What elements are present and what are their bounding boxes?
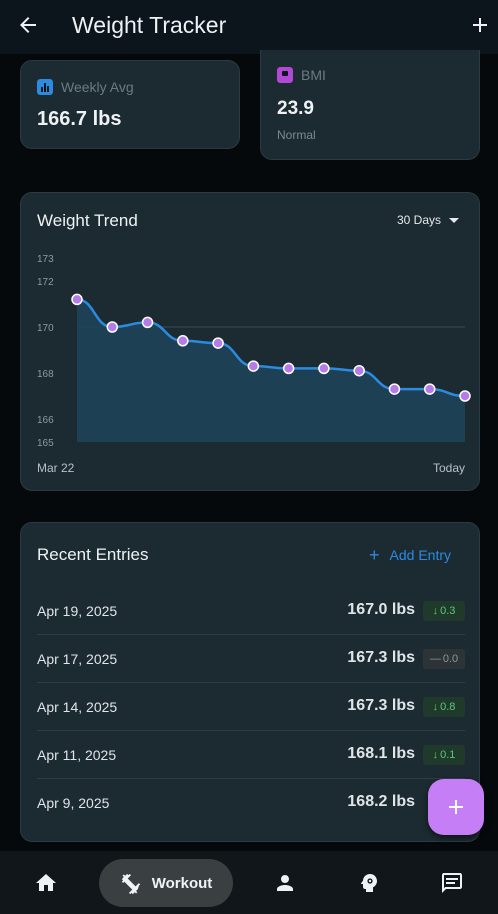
page-title: Weight Tracker (72, 12, 227, 38)
y-tick-label: 172 (37, 277, 54, 288)
nav-workout[interactable]: Workout (99, 859, 233, 907)
bottom-navigation: Workout (0, 851, 498, 914)
bmi-card: BMI 23.9 Normal (260, 50, 480, 160)
scale-icon (277, 67, 293, 83)
entry-row[interactable]: Apr 17, 2025 167.3 lbs —0.0 (37, 635, 465, 683)
weekly-avg-label: Weekly Avg (61, 79, 134, 95)
weekly-avg-value: 166.7 lbs (37, 108, 122, 130)
entry-delta-badge: —0.0 (423, 649, 465, 669)
arrow-down-icon: ↓ (432, 749, 439, 761)
entry-delta-value: 0.8 (440, 701, 456, 713)
data-point (247, 360, 260, 372)
chevron-down-icon (449, 217, 459, 223)
bar-chart-icon (37, 79, 53, 95)
recent-entries-title: Recent Entries (37, 545, 149, 564)
data-point (71, 293, 83, 306)
dash-icon: — (429, 653, 441, 665)
entry-delta-value: 0.0 (442, 653, 459, 665)
entry-date: Apr 11, 2025 (37, 747, 117, 763)
entry-weight: 168.2 lbs (347, 793, 415, 810)
chat-icon (442, 873, 462, 893)
y-tick-label: 170 (37, 323, 54, 334)
add-entry-button[interactable]: + Add Entry (369, 545, 451, 565)
weight-trend-title: Weight Trend (37, 211, 138, 230)
plus-icon (449, 800, 463, 814)
entry-row[interactable]: Apr 19, 2025 167.0 lbs ↓ 0.3 (37, 587, 465, 635)
entry-weight: 167.3 lbs (347, 649, 415, 666)
entry-date: Apr 14, 2025 (37, 699, 118, 715)
data-point (212, 337, 224, 349)
entry-weight: 168.1 lbs (347, 745, 415, 762)
bmi-value: 23.9 (277, 98, 314, 119)
data-point (141, 316, 154, 329)
home-icon (36, 874, 56, 891)
x-end-label: Today (433, 461, 465, 475)
recent-entries-card: Recent Entries + Add Entry Apr 19, 2025 … (20, 522, 480, 842)
data-point (353, 364, 365, 377)
entry-date: Apr 17, 2025 (37, 651, 118, 667)
entry-row[interactable]: Apr 14, 2025 167.3 lbs ↓ 0.8 (37, 683, 465, 731)
psychology-icon (361, 874, 377, 892)
weekly-avg-card: Weekly Avg 166.7 lbs (20, 60, 240, 149)
app-bar: Weight Tracker (0, 0, 498, 54)
entry-delta-value: 0.1 (440, 749, 456, 761)
data-point (106, 321, 119, 333)
person-icon (277, 875, 293, 891)
entry-date: Apr 9, 2025 (37, 795, 110, 811)
nav-messages[interactable] (428, 859, 476, 907)
data-point (459, 390, 471, 402)
add-entry-label: Add Entry (389, 547, 451, 563)
data-point (388, 383, 401, 395)
entry-weight: 167.0 lbs (347, 601, 415, 618)
entry-row[interactable]: Apr 9, 2025 168.2 lbs (37, 779, 465, 827)
add-entry-fab[interactable] (428, 779, 484, 835)
arrow-down-icon: ↓ (432, 701, 439, 713)
entry-delta-badge: ↓ 0.3 (423, 601, 465, 621)
nav-workout-label: Workout (151, 874, 213, 892)
entry-delta-badge: ↓ 0.1 (423, 745, 465, 765)
bmi-status: Normal (277, 128, 316, 142)
entry-date: Apr 19, 2025 (37, 603, 118, 619)
range-dropdown[interactable]: 30 Days (397, 213, 459, 227)
add-icon[interactable] (468, 13, 492, 37)
x-start-label: Mar 22 (37, 461, 75, 475)
entry-delta-value: 0.3 (440, 605, 456, 617)
nav-profile[interactable] (261, 859, 309, 907)
entry-weight: 167.3 lbs (347, 697, 415, 714)
y-tick-label: 173 (37, 254, 54, 265)
back-arrow-icon[interactable] (16, 13, 40, 37)
plus-icon: + (369, 545, 380, 565)
y-tick-label: 168 (37, 369, 54, 380)
nav-ai-coach[interactable] (345, 859, 393, 907)
entry-row[interactable]: Apr 11, 2025 168.1 lbs ↓ 0.1 (37, 731, 465, 779)
dumbbell-icon (121, 873, 140, 894)
data-point (282, 362, 295, 375)
bmi-label: BMI (301, 67, 326, 83)
range-value: 30 Days (396, 213, 441, 227)
entry-delta-badge: ↓ 0.8 (423, 697, 465, 717)
weight-chart: 173 172 170 168 166 165 Mar 22 Today (37, 254, 471, 475)
data-point (318, 362, 330, 375)
data-point (177, 335, 189, 347)
arrow-down-icon: ↓ (432, 605, 439, 617)
data-point (423, 383, 436, 395)
y-tick-label: 166 (37, 415, 54, 426)
trend-area (77, 299, 465, 442)
nav-home[interactable] (22, 859, 70, 907)
weight-trend-card: Weight Trend 30 Days 173 172 170 168 166 165 M… (20, 192, 480, 491)
y-tick-label: 165 (37, 438, 54, 449)
